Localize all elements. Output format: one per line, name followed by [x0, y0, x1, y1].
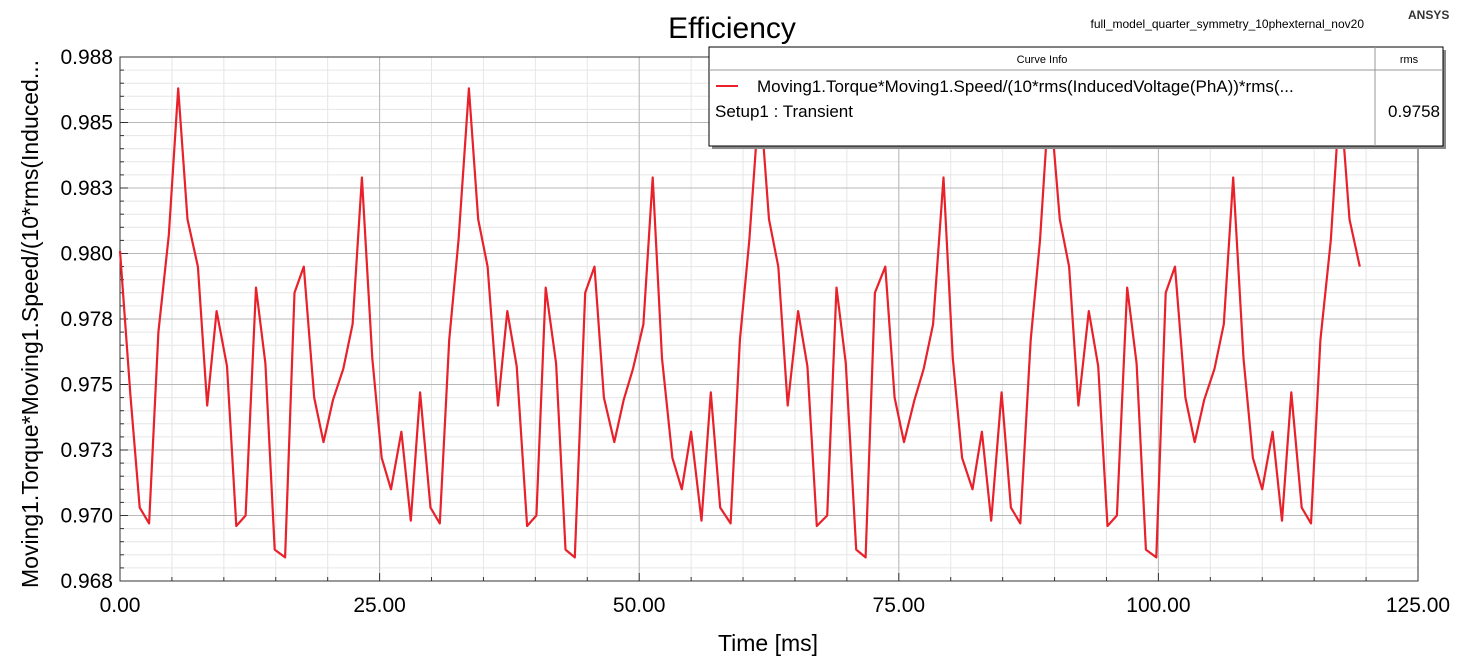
legend-setup-label: Setup1 : Transient [715, 102, 853, 121]
y-tick-label: 0.970 [60, 505, 113, 528]
y-tick-label: 0.968 [60, 570, 113, 593]
x-tick-label: 75.00 [873, 594, 926, 617]
y-tick-label: 0.985 [60, 112, 113, 135]
y-tick-label: 0.978 [60, 308, 113, 331]
legend-box[interactable]: Curve Info rms Moving1.Torque*Moving1.Sp… [708, 46, 1446, 149]
legend-header-rms: rms [1400, 54, 1419, 66]
project-label: full_model_quarter_symmetry_10phexternal… [1091, 17, 1365, 31]
x-tick-label: 50.00 [613, 594, 666, 617]
y-tick-label: 0.980 [60, 243, 113, 266]
plot-area: 0.00 25.00 50.00 75.00 100.00 125.00 0.968 0.97… [60, 46, 1450, 617]
x-tick-label: 25.00 [353, 594, 406, 617]
y-tick-label: 0.975 [60, 374, 113, 397]
x-tick-label: 0.00 [100, 594, 141, 617]
y-tick-label: 0.988 [60, 46, 113, 69]
legend-rms-value: 0.9758 [1388, 102, 1440, 121]
series-line [118, 87, 1361, 559]
series-layer [118, 87, 1361, 559]
legend-header-curve-info: Curve Info [1017, 54, 1068, 66]
x-tick-label: 125.00 [1386, 594, 1450, 617]
y-axis-title: Moving1.Torque*Moving1.Speed/(10*rms(Ind… [17, 60, 43, 588]
chart-title: Efficiency [668, 12, 796, 45]
y-tick-label: 0.983 [60, 177, 113, 200]
brand-logo: ANSYS [1408, 8, 1449, 22]
y-tick-label: 0.973 [60, 439, 113, 462]
legend-series-label: Moving1.Torque*Moving1.Speed/(10*rms(Ind… [757, 77, 1294, 96]
x-axis-title: Time [ms] [718, 630, 818, 656]
x-tick-label: 100.00 [1126, 594, 1190, 617]
legend-panel [708, 46, 1444, 147]
